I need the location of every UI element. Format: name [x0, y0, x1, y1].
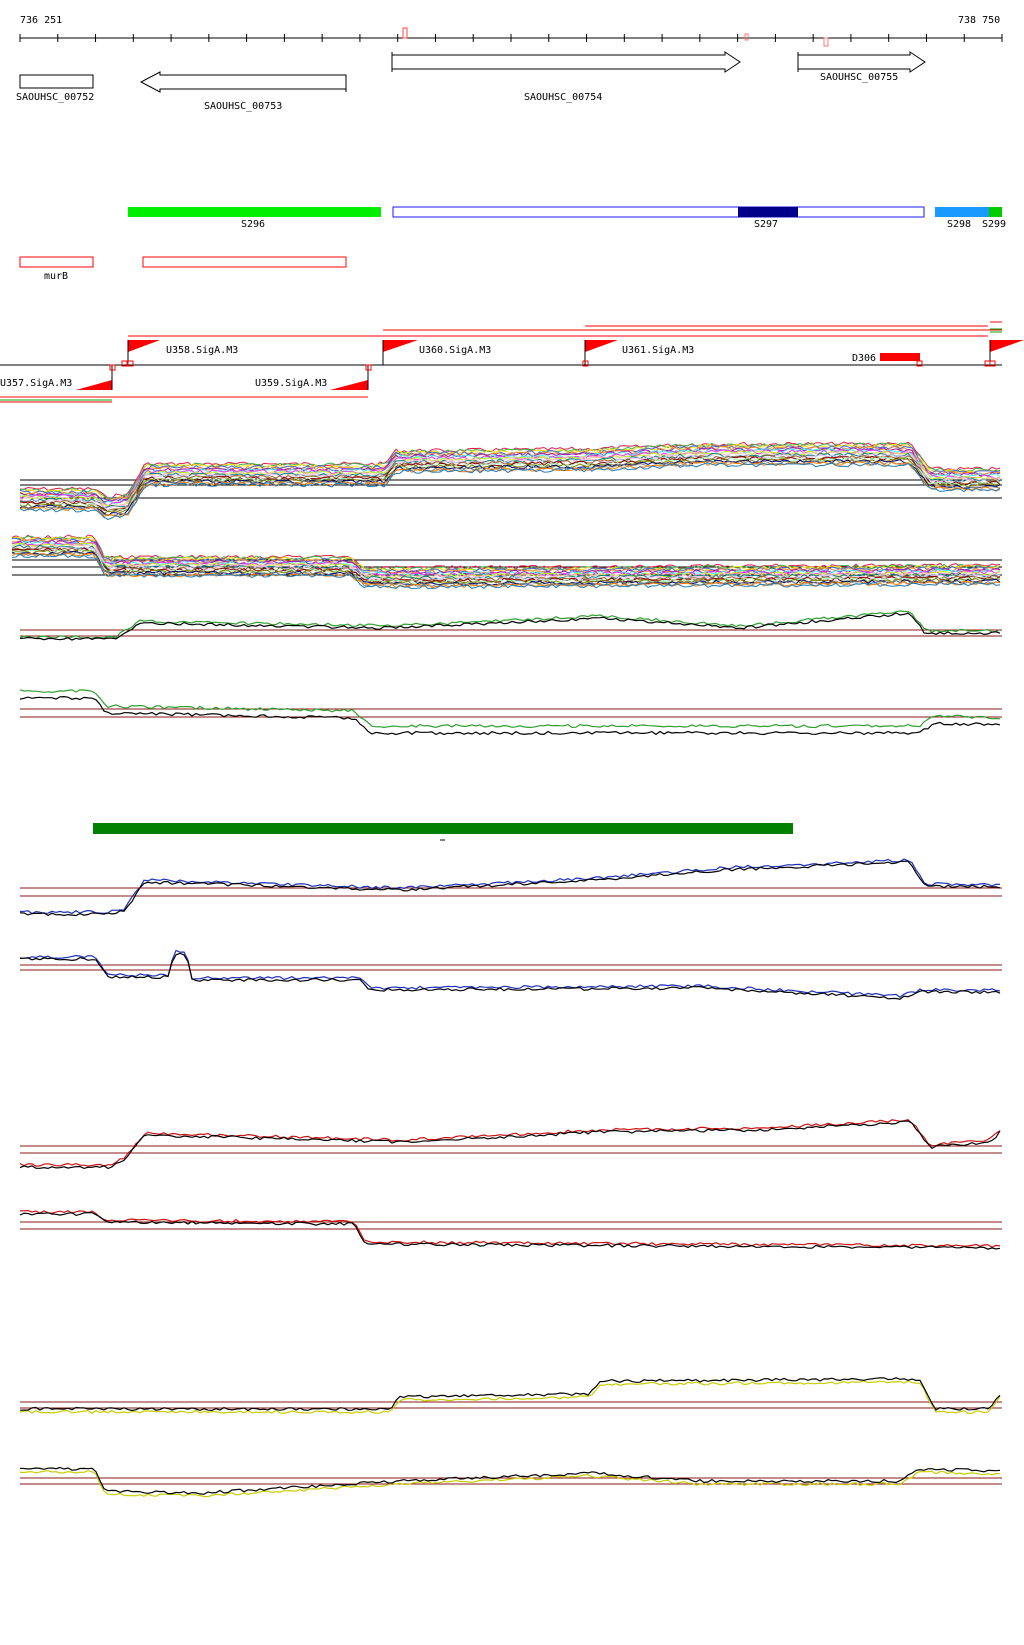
annotation-label: murB	[44, 271, 68, 282]
segment-s299[interactable]: S299	[982, 207, 1006, 230]
track-green-reverse	[19, 689, 1002, 736]
series-line	[19, 612, 1001, 641]
series-line	[19, 1470, 1001, 1498]
annotation-box[interactable]	[142, 256, 347, 268]
series-line	[19, 461, 1001, 517]
promoter-u359[interactable]: U359.SigA.M3	[255, 364, 372, 390]
series-line	[19, 949, 1001, 998]
ruler-ticks	[19, 34, 1003, 42]
gene-track: SAOUHSC_00752 SAOUHSC_00753 SAOUHSC_0075…	[16, 51, 926, 112]
series-line	[19, 1209, 1001, 1248]
promoter-u360[interactable]: U360.SigA.M3	[382, 340, 491, 365]
series-line	[19, 689, 1001, 729]
series-line	[11, 542, 1001, 579]
promoter-label: U360.SigA.M3	[419, 345, 491, 356]
segment-s297[interactable]: S297	[392, 206, 925, 230]
promoter-u358[interactable]: U358.SigA.M3	[121, 340, 238, 367]
series-line	[19, 459, 1001, 517]
gene-label: SAOUHSC_00754	[524, 92, 602, 103]
track-blue-forward	[19, 858, 1002, 917]
track-red-reverse	[19, 1209, 1002, 1250]
promoter-label: U361.SigA.M3	[622, 345, 694, 356]
coordinate-ruler: 736 251 738 750	[19, 15, 1003, 47]
series-line	[11, 548, 1001, 585]
segment-s296[interactable]: S296	[128, 207, 381, 230]
gene-saouhsc-00752[interactable]: SAOUHSC_00752	[16, 74, 94, 103]
series-line	[19, 446, 1001, 503]
segment-label: S296	[241, 219, 265, 230]
segment-track: S296 S297 S298 S299	[128, 206, 1006, 230]
region-bar[interactable]	[93, 823, 793, 834]
series-line	[19, 952, 1001, 1000]
series-line	[19, 858, 1001, 915]
series-line	[19, 1377, 1001, 1412]
ruler-marker	[744, 33, 749, 41]
track-multi-forward	[19, 441, 1002, 521]
ruler-marker	[402, 27, 408, 39]
ruler-marker	[823, 37, 829, 47]
series-line	[11, 537, 1001, 574]
segment-s298[interactable]: S298	[935, 207, 989, 230]
series-line	[19, 1380, 1001, 1415]
series-line	[19, 860, 1001, 917]
expression-tracks	[11, 441, 1002, 1498]
track-yellow-forward	[19, 1377, 1002, 1415]
track-yellow-reverse	[19, 1466, 1002, 1498]
gene-label: SAOUHSC_00755	[820, 72, 898, 83]
track-green-forward	[19, 610, 1002, 641]
track-multi-reverse	[11, 534, 1002, 590]
series-line	[19, 695, 1001, 736]
annotation-murb[interactable]	[19, 256, 94, 268]
promoter-label: U358.SigA.M3	[166, 345, 238, 356]
promoter-u357[interactable]: U357.SigA.M3	[0, 364, 116, 390]
series-line	[19, 1211, 1001, 1250]
ruler-end-label: 738 750	[958, 15, 1000, 26]
segment-highlight	[738, 207, 798, 217]
series-line	[19, 1119, 1001, 1167]
series-line	[19, 1120, 1001, 1170]
promoter-edge[interactable]	[984, 340, 1024, 367]
series-line	[19, 451, 1001, 508]
gene-saouhsc-00755[interactable]: SAOUHSC_00755	[797, 51, 926, 83]
gene-saouhsc-00753[interactable]: SAOUHSC_00753	[139, 71, 347, 112]
series-line	[11, 551, 1001, 588]
segment-label: S299	[982, 219, 1006, 230]
ruler-start-label: 736 251	[20, 15, 62, 26]
segment-label: S298	[947, 219, 971, 230]
promoter-label: U357.SigA.M3	[0, 378, 72, 389]
series-line	[19, 462, 1001, 521]
promoter-d306[interactable]: D306	[852, 353, 923, 367]
series-line	[11, 553, 1001, 590]
gene-saouhsc-00754[interactable]: SAOUHSC_00754	[391, 51, 741, 103]
annotation-track: murB	[19, 256, 347, 282]
track-red-forward	[19, 1119, 1002, 1170]
series-line	[19, 610, 1001, 640]
promoter-label: U359.SigA.M3	[255, 378, 327, 389]
series-line	[11, 546, 1001, 583]
gene-label: SAOUHSC_00752	[16, 92, 94, 103]
series-line	[19, 443, 1001, 501]
promoter-u361[interactable]: U361.SigA.M3	[582, 340, 694, 367]
gene-label: SAOUHSC_00753	[204, 101, 282, 112]
series-line	[19, 1466, 1001, 1495]
promoter-label: D306	[852, 353, 876, 364]
promoter-track: U357.SigA.M3 U358.SigA.M3 U359.SigA.M3 U…	[0, 321, 1024, 403]
track-blue-reverse	[19, 949, 1002, 1000]
segment-label: S297	[754, 219, 778, 230]
